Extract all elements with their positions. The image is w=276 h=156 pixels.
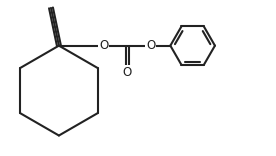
Text: O: O	[99, 39, 108, 52]
Text: O: O	[146, 39, 155, 52]
Text: O: O	[123, 66, 132, 79]
